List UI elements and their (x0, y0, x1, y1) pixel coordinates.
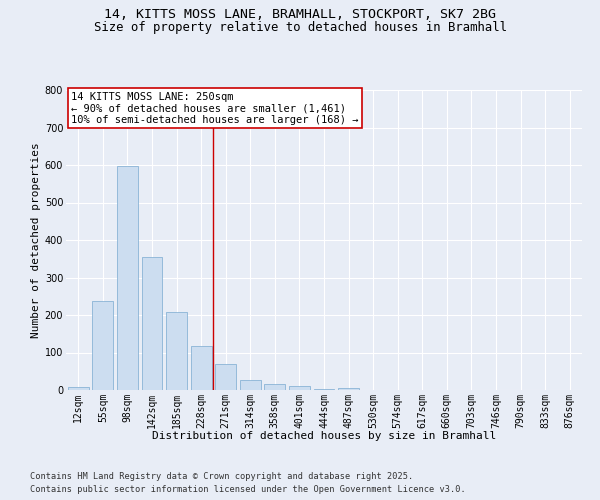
Text: Contains public sector information licensed under the Open Government Licence v3: Contains public sector information licen… (30, 485, 466, 494)
Bar (191, 346, 212, 390)
Bar (215, 364, 236, 390)
Bar (68, 387, 89, 390)
Bar (314, 389, 334, 390)
Bar (142, 257, 163, 390)
Bar (240, 380, 261, 390)
Bar (338, 388, 359, 390)
X-axis label: Distribution of detached houses by size in Bramhall: Distribution of detached houses by size … (152, 431, 496, 441)
Text: 14 KITTS MOSS LANE: 250sqm
← 90% of detached houses are smaller (1,461)
10% of s: 14 KITTS MOSS LANE: 250sqm ← 90% of deta… (71, 92, 359, 124)
Text: 14, KITTS MOSS LANE, BRAMHALL, STOCKPORT, SK7 2BG: 14, KITTS MOSS LANE, BRAMHALL, STOCKPORT… (104, 8, 496, 20)
Y-axis label: Number of detached properties: Number of detached properties (31, 142, 41, 338)
Bar (265, 384, 286, 390)
Bar (92, 300, 113, 390)
Bar (117, 166, 138, 390)
Text: Contains HM Land Registry data © Crown copyright and database right 2025.: Contains HM Land Registry data © Crown c… (30, 472, 413, 481)
Bar (289, 386, 310, 390)
Bar (166, 312, 187, 390)
Text: Size of property relative to detached houses in Bramhall: Size of property relative to detached ho… (94, 21, 506, 34)
